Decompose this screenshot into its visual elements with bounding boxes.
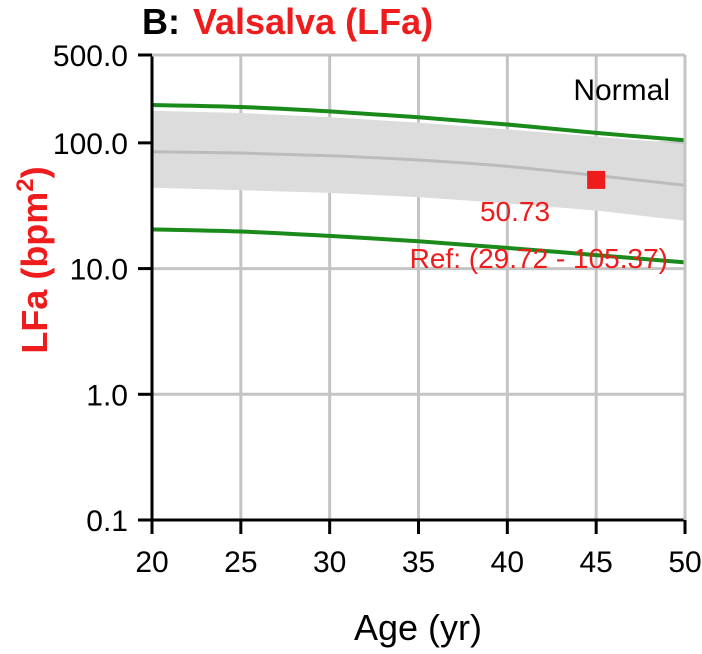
y-axis-title-close: )	[14, 166, 55, 178]
reference-annotation: Ref: (29.72 - 105.37)	[410, 243, 668, 274]
status-label: Normal	[573, 74, 670, 107]
x-tick-label: 35	[402, 546, 435, 579]
y-tick-label: 100.0	[53, 128, 128, 161]
reference-band	[152, 110, 685, 221]
chart-title: Valsalva (LFa)	[193, 1, 433, 42]
tick-layer: 20 25 30 35 40 45 50 0.1 1.0 10.0 100.0 500.0	[53, 40, 702, 579]
upper-limit-line	[151, 103, 686, 143]
x-tick-label: 50	[668, 546, 701, 579]
lower-limit-line	[151, 227, 686, 265]
y-axis-title-main: LFa (bpm	[14, 192, 55, 354]
chart-title-prefix: B:	[142, 1, 180, 42]
value-annotation: 50.73	[480, 196, 550, 227]
y-tick-label: 0.1	[86, 505, 128, 538]
patient-data-point	[587, 170, 606, 189]
data-point-layer	[587, 170, 606, 189]
reference-band-layer	[152, 110, 685, 221]
x-tick-label: 30	[313, 546, 346, 579]
y-axis-title-superscript: 2	[12, 178, 39, 191]
x-tick-label: 25	[224, 546, 257, 579]
y-tick-label: 500.0	[53, 40, 128, 73]
y-tick-label: 10.0	[70, 254, 128, 287]
y-tick-label: 1.0	[86, 379, 128, 412]
x-tick-label: 20	[135, 546, 168, 579]
y-axis-title: LFa (bpm2)	[12, 166, 55, 353]
x-axis-title: Age (yr)	[354, 607, 482, 648]
x-tick-label: 45	[579, 546, 612, 579]
x-tick-label: 40	[491, 546, 524, 579]
